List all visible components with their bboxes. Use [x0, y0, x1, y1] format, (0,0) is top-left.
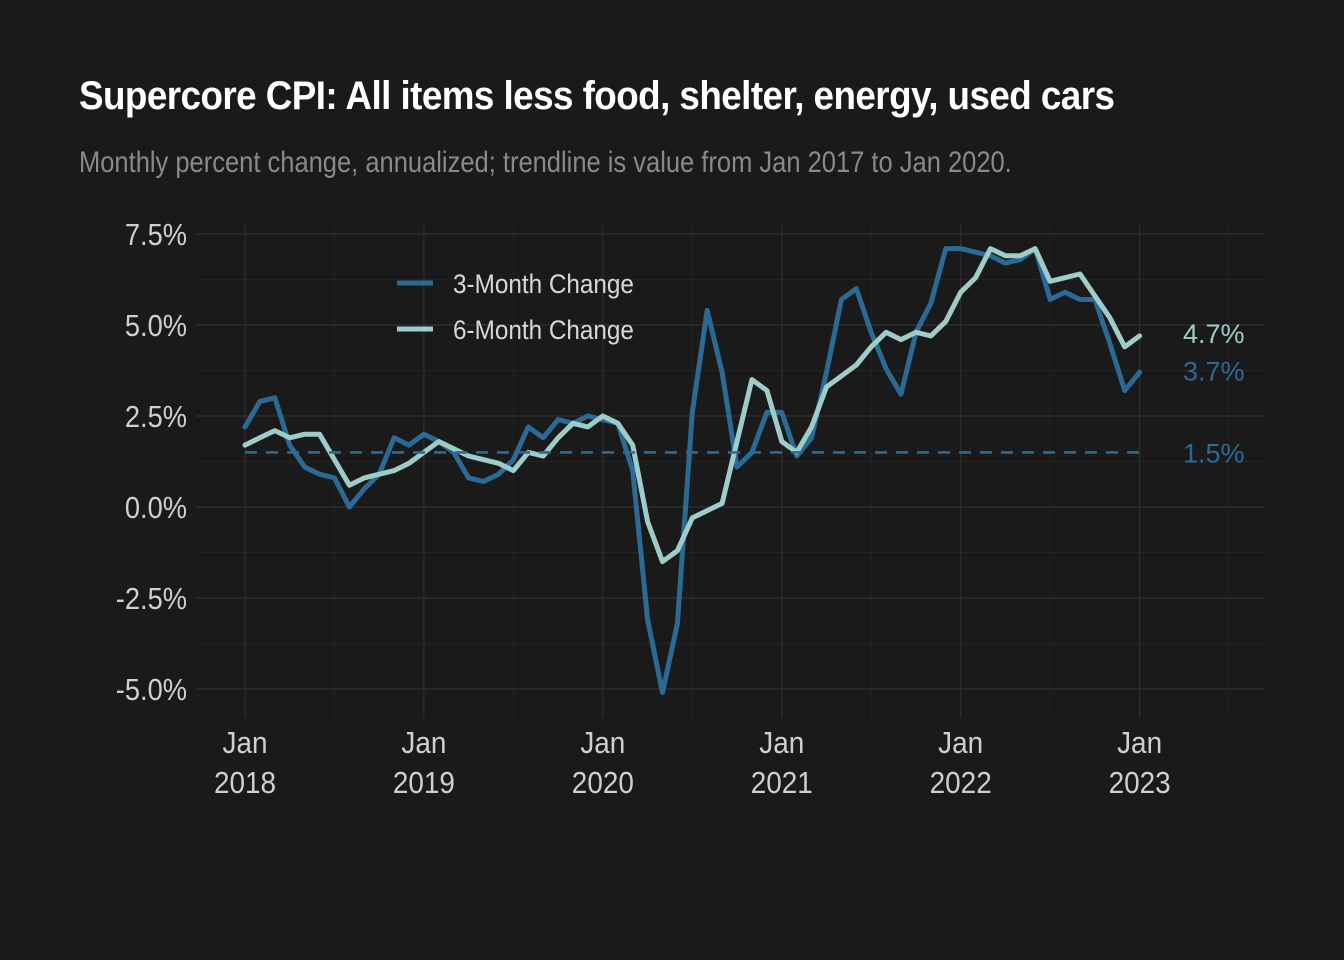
series-line-6-month-change — [242, 246, 1143, 565]
x-tick-label-year: 2019 — [393, 766, 455, 801]
x-tick-label-year: 2018 — [214, 766, 276, 801]
x-axis: Jan 2018 Jan 2019 Jan 2020 Jan 2021 Jan 2022 Jan 20… — [214, 726, 1171, 801]
legend: 3-Month Change 6-Month Change — [397, 270, 634, 345]
y-tick-label: -2.5% — [116, 582, 187, 616]
y-tick-label: 2.5% — [125, 400, 187, 434]
x-tick-label-month: Jan — [580, 726, 625, 761]
end-labels: 3.7% 4.7% 1.5% — [1183, 319, 1245, 468]
y-tick-label: -5.0% — [116, 673, 187, 707]
end-label: 3.7% — [1183, 356, 1245, 386]
x-tick-label-month: Jan — [1117, 726, 1162, 761]
x-tick-label-month: Jan — [938, 726, 983, 761]
series-lines — [242, 246, 1143, 696]
y-tick-label: 5.0% — [125, 309, 187, 343]
x-tick-label-year: 2023 — [1109, 766, 1171, 801]
x-tick-label-year: 2020 — [572, 766, 634, 801]
end-label: 1.5% — [1183, 438, 1245, 468]
x-tick-label-month: Jan — [401, 726, 446, 761]
y-axis: 7.5% 5.0% 2.5% 0.0% -2.5% -5.0% — [116, 218, 187, 707]
legend-label: 6-Month Change — [453, 316, 634, 345]
x-tick-label-month: Jan — [223, 726, 268, 761]
legend-label: 3-Month Change — [453, 270, 634, 299]
series-line-3-month-change — [242, 246, 1143, 696]
x-tick-label-year: 2022 — [930, 766, 992, 801]
x-tick-label-month: Jan — [759, 726, 804, 761]
end-label: 4.7% — [1183, 319, 1245, 349]
chart-title: Supercore CPI: All items less food, shel… — [79, 74, 1115, 118]
chart-subtitle: Monthly percent change, annualized; tren… — [79, 146, 1012, 179]
major-gridlines — [196, 225, 1264, 718]
y-tick-label: 0.0% — [125, 491, 187, 525]
y-tick-label: 7.5% — [125, 218, 187, 252]
x-tick-label-year: 2021 — [751, 766, 813, 801]
